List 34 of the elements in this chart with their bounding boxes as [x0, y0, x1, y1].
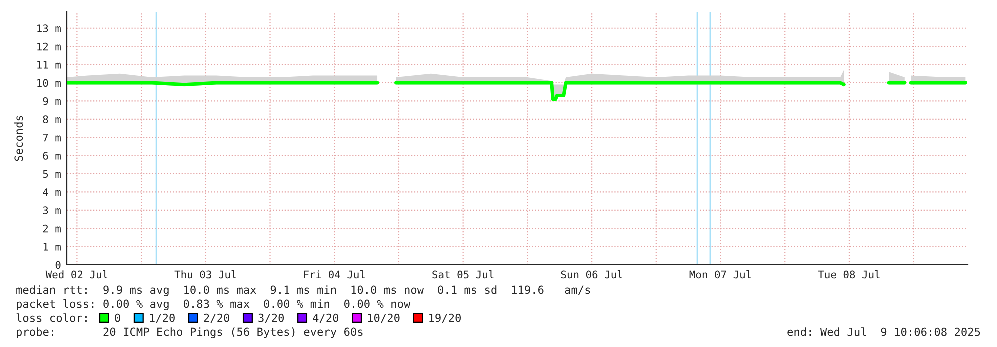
text: packet loss: 0.00 % avg 0.83 % max 0.00 % min 0.00 % now: [17, 300, 411, 310]
legend-label: 0: [115, 314, 120, 322]
legend-label: 4/20: [313, 314, 339, 324]
y-tick-label: 6 m: [43, 152, 61, 160]
legend-title: loss color:: [16, 314, 87, 322]
x-tick-label: Tue 08 Jul: [818, 270, 880, 279]
y-axis-title: Seconds: [14, 116, 24, 162]
text: probe: 20 ICMP Echo Pings (56 Bytes) every 60s: [17, 328, 363, 338]
y-tick-label: 11 m: [38, 61, 61, 69]
y-tick-label: 5 m: [43, 170, 61, 178]
y-tick-label: 9 m: [43, 97, 61, 106]
y-tick-label: 1 m: [44, 243, 61, 251]
y-tick-label: 7 m: [43, 134, 61, 142]
legend-label: 3/20: [258, 314, 284, 324]
legend-label: 19/20: [430, 314, 461, 324]
x-tick-label: Sun 06 Jul: [561, 270, 622, 279]
y-tick-label: 4 m: [43, 188, 61, 196]
x-tick-label: Fri 04 Jul: [304, 270, 365, 279]
legend-label: 2/20: [204, 314, 230, 324]
legend-label: 10/20: [368, 314, 400, 324]
legend-label: 1/20: [150, 314, 175, 324]
y-tick-label: 12 m: [38, 42, 61, 51]
y-tick-label: 3 m: [43, 206, 61, 215]
text: end: Wed Jul 9 10:06:08 2025: [788, 328, 980, 336]
x-tick-label: Wed 02 Jul: [46, 270, 108, 279]
text: median rtt: 9.9 ms avg 10.0 ms max 9.1 ms min 10.0 ms now 0.1 ms sd 119.6 am/s: [16, 286, 590, 296]
y-tick-label: 8 m: [43, 116, 61, 124]
y-tick-label: 13 m: [38, 24, 61, 33]
x-tick-label: Mon 07 Jul: [690, 270, 752, 279]
y-tick-label: 2 m: [43, 224, 61, 233]
y-tick-label: 0: [56, 261, 61, 270]
x-tick-label: Thu 03 Jul: [174, 270, 236, 279]
y-tick-label: 10 m: [38, 79, 61, 88]
x-tick-label: Sat 05 Jul: [432, 270, 494, 279]
